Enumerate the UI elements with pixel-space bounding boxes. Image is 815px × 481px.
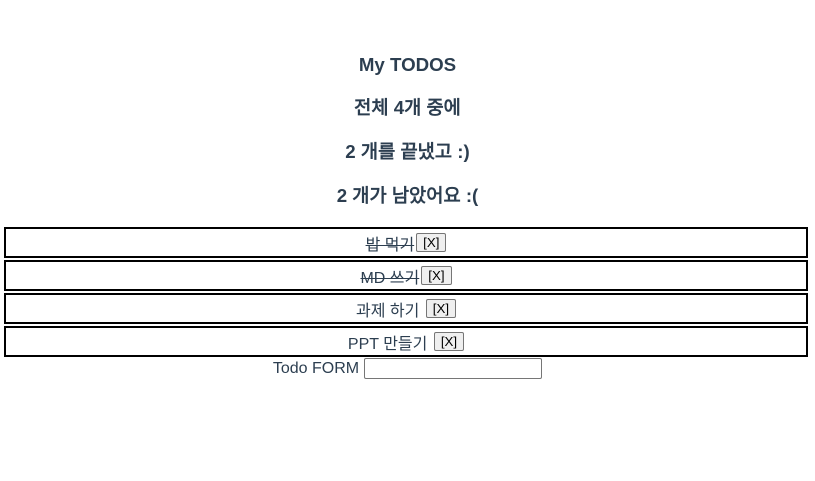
todo-text[interactable]: PPT 만들기 bbox=[347, 335, 428, 353]
remaining-count-text: 2 개가 남았어요 :( bbox=[336, 185, 479, 206]
delete-button[interactable]: [X] bbox=[421, 266, 452, 285]
done-count-text: 2 개를 끝냈고 :) bbox=[345, 141, 470, 162]
todo-item[interactable]: PPT 만들기 [X] bbox=[4, 326, 808, 357]
total-count-text: 전체 4개 중에 bbox=[354, 97, 461, 118]
page-title: My TODOS bbox=[358, 54, 457, 75]
delete-button[interactable]: [X] bbox=[416, 233, 447, 252]
todo-item[interactable]: MD 쓰기 [X] bbox=[4, 260, 808, 291]
todo-item[interactable]: 밥 먹기 [X] bbox=[4, 227, 808, 258]
todo-form: Todo FORM bbox=[0, 358, 815, 379]
todo-text[interactable]: MD 쓰기 bbox=[360, 269, 420, 287]
todo-form-label: Todo FORM bbox=[272, 359, 360, 377]
todo-list: 밥 먹기 [X] MD 쓰기 [X] 과제 하기 [X] PPT 만들기 [X] bbox=[4, 227, 808, 359]
delete-button[interactable]: [X] bbox=[425, 299, 457, 318]
todo-text[interactable]: 밥 먹기 bbox=[365, 236, 415, 254]
todo-input[interactable] bbox=[364, 358, 543, 379]
delete-button[interactable]: [X] bbox=[433, 332, 465, 351]
todo-item[interactable]: 과제 하기 [X] bbox=[4, 293, 808, 324]
todo-text[interactable]: 과제 하기 bbox=[355, 302, 420, 320]
